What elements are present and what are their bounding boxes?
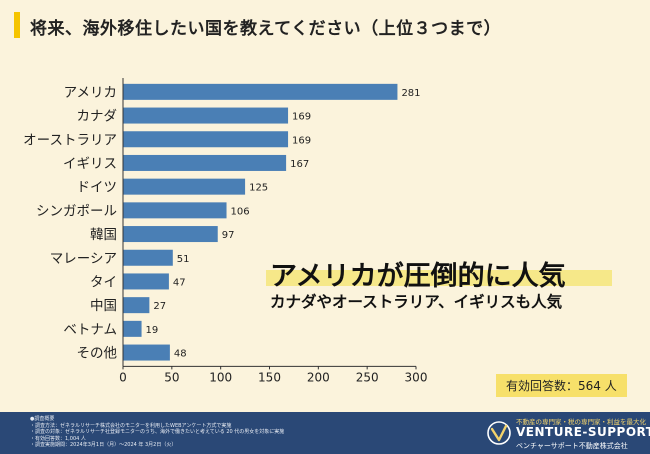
category-label: その他 bbox=[77, 346, 118, 362]
category-label: 韓国 bbox=[90, 227, 117, 243]
category-label: イギリス bbox=[63, 156, 117, 172]
data-label: 51 bbox=[177, 254, 190, 265]
bar bbox=[123, 297, 150, 314]
data-label: 106 bbox=[231, 206, 250, 217]
x-tick-label: 100 bbox=[209, 370, 232, 384]
data-label: 125 bbox=[249, 183, 268, 194]
headline-highlight bbox=[266, 270, 612, 286]
headline: アメリカが圧倒的に人気 bbox=[270, 261, 566, 292]
category-label: 中国 bbox=[90, 298, 117, 314]
subheadline: カナダやオーストラリア、イギリスも人気 bbox=[270, 293, 563, 311]
title-bar: 将来、海外移住したい国を教えてください（上位３つまで） bbox=[14, 10, 644, 40]
footer: ●調査概要 ・調査方法：ゼネラルリサーチ株式会社のモニターを利用したWEBアンケ… bbox=[0, 412, 650, 454]
bar bbox=[123, 83, 398, 100]
survey-note: ・有効回答数：1,004 人 bbox=[30, 435, 86, 442]
data-label: 27 bbox=[153, 301, 166, 312]
page-title: 将来、海外移住したい国を教えてください（上位３つまで） bbox=[30, 19, 502, 39]
bar bbox=[123, 107, 289, 124]
bar bbox=[123, 131, 289, 148]
data-label: 48 bbox=[174, 349, 187, 360]
x-tick-label: 150 bbox=[258, 370, 281, 384]
bar bbox=[123, 178, 246, 195]
data-label: 167 bbox=[290, 159, 309, 170]
data-label: 19 bbox=[146, 325, 159, 336]
survey-notes-heading: ●調査概要 bbox=[30, 416, 55, 422]
x-tick-label: 300 bbox=[405, 370, 428, 384]
data-label: 97 bbox=[222, 230, 235, 241]
data-label: 47 bbox=[173, 277, 186, 288]
bar bbox=[123, 249, 173, 266]
category-label: タイ bbox=[90, 274, 117, 290]
survey-note: ・調査の対象：ゼネラルリサーチ社登録モニターのうち、海外で働きたいと考えている … bbox=[30, 429, 285, 436]
brand-name: VENTURE-SUPPORT bbox=[516, 425, 650, 439]
data-label: 169 bbox=[292, 112, 311, 123]
data-label: 169 bbox=[292, 135, 311, 146]
bar bbox=[123, 320, 142, 337]
x-tick-label: 200 bbox=[307, 370, 330, 384]
total-responses-badge: 有効回答数：564 人 bbox=[496, 374, 627, 397]
bar bbox=[123, 226, 218, 243]
brand-subtitle: ベンチャーサポート不動産株式会社 bbox=[516, 442, 628, 450]
x-tick-label: 50 bbox=[164, 370, 179, 384]
category-label: オーストラリア bbox=[23, 132, 117, 148]
brand-tagline: 不動産の専門家・税の専門家・利益を最大化 bbox=[516, 418, 646, 426]
title-accent-bar bbox=[14, 12, 20, 38]
bar bbox=[123, 344, 170, 361]
data-label: 281 bbox=[401, 88, 420, 99]
x-tick-label: 0 bbox=[119, 370, 127, 384]
venture-support-logo-icon bbox=[487, 421, 511, 445]
bar bbox=[123, 202, 227, 219]
category-label: ベトナム bbox=[63, 322, 117, 338]
category-label: ドイツ bbox=[77, 180, 118, 196]
x-tick-label: 250 bbox=[356, 370, 379, 384]
category-label: アメリカ bbox=[64, 85, 117, 101]
category-label: マレーシア bbox=[50, 251, 117, 267]
bar-chart: アメリカ 281 カナダ 169 オーストラリア 169 イギリス 167 ドイツ 125 シンガポ… bbox=[23, 78, 428, 384]
category-label: カナダ bbox=[77, 109, 118, 125]
bar bbox=[123, 154, 287, 171]
category-label: シンガポール bbox=[36, 203, 117, 219]
survey-note: ・調査方法：ゼネラルリサーチ株式会社のモニターを利用したWEBアンケート方式で実… bbox=[30, 422, 232, 429]
brand: 不動産の専門家・税の専門家・利益を最大化 VENTURE-SUPPORT ベンチ… bbox=[486, 414, 650, 452]
survey-notes: ●調査概要 ・調査方法：ゼネラルリサーチ株式会社のモニターを利用したWEBアンケ… bbox=[30, 416, 284, 449]
survey-note: ・調査実施期間：2024年3月1日（月）～2024 年 3月2日（火） bbox=[30, 442, 177, 449]
bar bbox=[123, 273, 169, 290]
